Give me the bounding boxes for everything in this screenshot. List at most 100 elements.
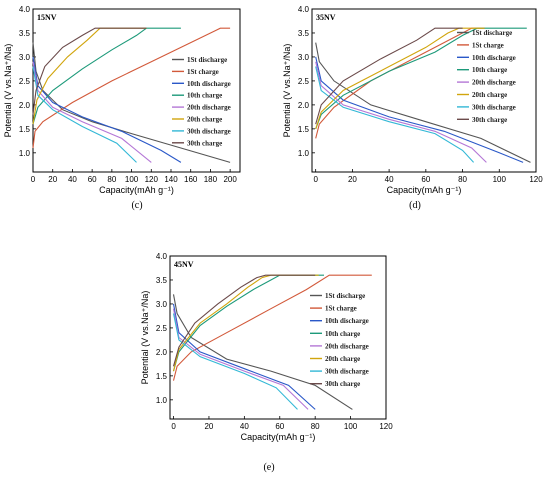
series-line-1: [32, 42, 231, 163]
series-line-5: [315, 61, 487, 163]
plot-frame: [32, 8, 241, 173]
y-tick-label: 3.5: [298, 29, 310, 38]
x-tick-label: 140: [164, 175, 178, 184]
series-line-4: [315, 27, 527, 130]
legend-label: 30th charge: [187, 139, 222, 147]
legend-label: 10th discharge: [472, 54, 516, 62]
legend-label: 20th charge: [472, 91, 507, 99]
x-tick-label: 80: [458, 175, 467, 184]
y-tick-label: 3.5: [156, 276, 168, 285]
series-line-3: [32, 56, 182, 163]
panel-caption: (c): [131, 200, 142, 211]
series-line-5: [172, 308, 309, 410]
y-tick-label: 4.0: [298, 5, 310, 14]
legend-label: 20th discharge: [325, 342, 369, 350]
y-tick-label: 1.0: [156, 396, 168, 405]
series-line-1: [172, 294, 353, 410]
series-line-7: [172, 313, 298, 410]
chart-panel-35NV: 1.0 1.5 2.0 2.5 3.0 3.5 4.0 0 20 40 60 80 100 120 Capa…: [282, 5, 543, 211]
x-tick-label: 100: [493, 175, 507, 184]
series-line-2: [32, 27, 231, 149]
y-tick-label: 2.5: [156, 324, 168, 333]
legend-label: 10th discharge: [187, 80, 231, 88]
legend-label: 1St charge: [187, 68, 219, 76]
series-line-3: [315, 56, 524, 163]
plot-frame: [169, 255, 387, 420]
x-tick-label: 60: [275, 422, 284, 431]
series-line-8: [315, 27, 463, 125]
y-tick-label: 3.0: [156, 300, 168, 309]
y-tick-label: 1.0: [19, 149, 31, 158]
x-tick-label: 100: [344, 422, 358, 431]
x-tick-label: 60: [421, 175, 430, 184]
x-tick-label: 100: [125, 175, 139, 184]
x-tick-label: 0: [31, 175, 36, 184]
series-line-4: [32, 27, 181, 125]
x-tick-label: 40: [385, 175, 394, 184]
x-tick-label: 20: [204, 422, 213, 431]
series-line-4: [172, 274, 324, 372]
y-axis-label: Potential (V vs.Na⁺/Na): [140, 291, 150, 385]
y-axis-label: Potential (V vs.Na⁺/Na): [282, 44, 292, 138]
x-tick-label: 200: [223, 175, 237, 184]
y-tick-label: 3.0: [298, 53, 310, 62]
x-tick-label: 0: [313, 175, 318, 184]
y-tick-label: 2.0: [298, 101, 310, 110]
legend-label: 30th discharge: [187, 127, 231, 135]
series-line-5: [32, 61, 152, 163]
panel-name: 45NV: [174, 260, 194, 269]
x-axis-label: Capacity(mAh g⁻¹): [241, 432, 316, 442]
legend-label: 1St discharge: [187, 56, 227, 64]
panel-name: 15NV: [37, 13, 57, 22]
x-axis-label: Capacity(mAh g⁻¹): [387, 185, 462, 195]
x-tick-label: 80: [311, 422, 320, 431]
series-line-7: [315, 66, 475, 163]
panel-name: 35NV: [316, 13, 336, 22]
legend-label: 10th discharge: [325, 317, 369, 325]
series-line-6: [315, 27, 485, 130]
y-tick-label: 1.0: [298, 149, 310, 158]
panel-caption: (d): [409, 200, 421, 211]
x-axis-label: Capacity(mAh g⁻¹): [99, 185, 174, 195]
legend-label: 1St charge: [472, 41, 504, 49]
series-line-3: [172, 303, 316, 410]
x-tick-label: 120: [379, 422, 393, 431]
x-tick-label: 60: [88, 175, 97, 184]
legend-label: 10th charge: [325, 330, 360, 338]
y-tick-label: 1.5: [298, 125, 310, 134]
x-tick-label: 40: [68, 175, 77, 184]
y-tick-label: 4.0: [156, 252, 168, 261]
legend-label: 10th charge: [187, 92, 222, 100]
x-tick-label: 20: [48, 175, 57, 184]
legend-label: 1St charge: [325, 305, 357, 313]
legend-label: 20th charge: [325, 355, 360, 363]
legend-label: 20th discharge: [187, 104, 231, 112]
y-tick-label: 3.0: [19, 53, 31, 62]
legend-label: 10th charge: [472, 66, 507, 74]
x-tick-label: 20: [348, 175, 357, 184]
series-line-6: [32, 27, 147, 125]
series-line-8: [32, 27, 147, 115]
x-tick-label: 120: [145, 175, 159, 184]
series-line-2: [172, 274, 372, 381]
series-line-1: [315, 42, 531, 163]
x-tick-label: 80: [107, 175, 116, 184]
y-axis-label: Potential (V vs.Na⁺/Na): [3, 44, 13, 138]
legend-label: 1St discharge: [325, 292, 365, 300]
legend-label: 30th charge: [325, 380, 360, 388]
legend-label: 30th discharge: [472, 103, 516, 111]
y-tick-label: 1.5: [156, 372, 168, 381]
y-tick-label: 2.5: [298, 77, 310, 86]
y-tick-label: 3.5: [19, 29, 31, 38]
plot-frame: [311, 8, 537, 173]
series-line-7: [32, 66, 137, 163]
legend-label: 20th discharge: [472, 79, 516, 87]
chart-panel-15NV: 1.0 1.5 2.0 2.5 3.0 3.5 4.0 0 20 40 60 80 100 120 140 1…: [3, 5, 241, 211]
x-tick-label: 0: [171, 422, 176, 431]
y-tick-label: 2.0: [19, 101, 31, 110]
x-tick-label: 120: [529, 175, 543, 184]
series-line-8: [172, 274, 316, 367]
y-tick-label: 2.0: [156, 348, 168, 357]
y-tick-label: 4.0: [19, 5, 31, 14]
